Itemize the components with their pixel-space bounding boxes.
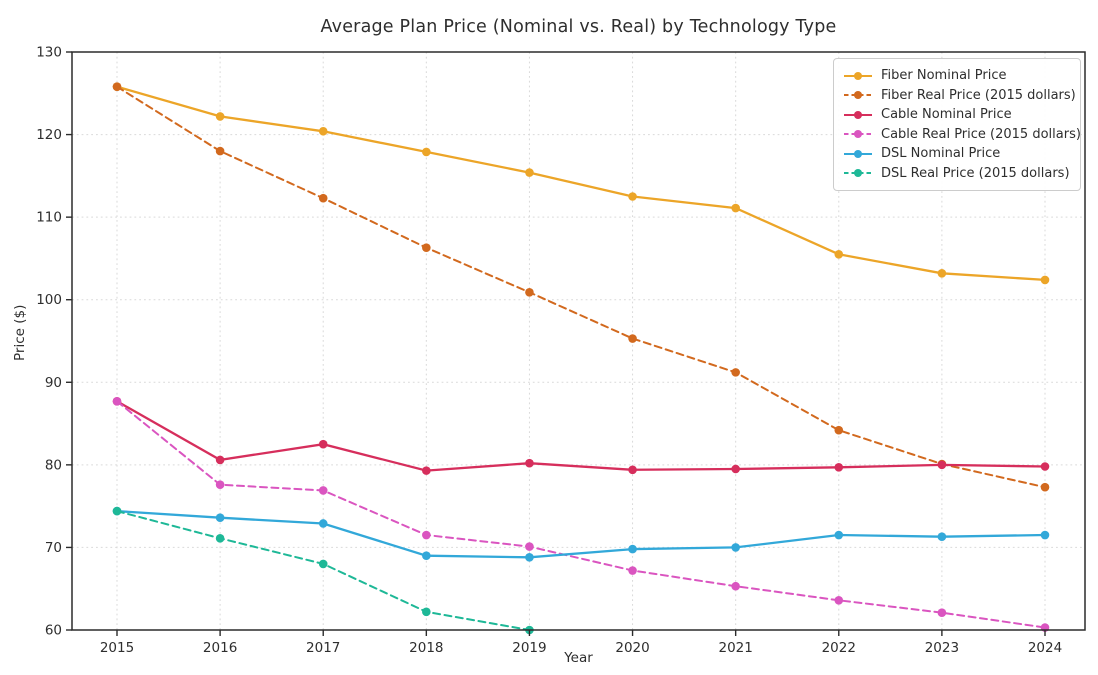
- data-point-dsl-nominal: [834, 530, 844, 540]
- legend-item-cable-nominal: Cable Nominal Price: [843, 105, 1070, 125]
- data-point-cable-nominal: [834, 463, 844, 472]
- data-point-fiber-nominal: [628, 192, 637, 201]
- data-point-cable-real: [112, 396, 122, 406]
- x-tick-label: 2017: [306, 640, 340, 656]
- data-point-dsl-nominal: [937, 532, 947, 541]
- x-tick-label: 2016: [203, 640, 237, 656]
- x-tick-label: 2022: [822, 640, 856, 656]
- legend-item-fiber-real: Fiber Real Price (2015 dollars): [843, 86, 1076, 106]
- x-tick-label: 2018: [409, 640, 443, 656]
- data-point-cable-real: [937, 608, 947, 617]
- x-tick-label: 2015: [100, 640, 134, 656]
- y-tick-label: 60: [45, 623, 62, 639]
- data-point-fiber-nominal: [215, 112, 225, 121]
- data-point-dsl-real: [112, 506, 122, 516]
- x-tick-label: 2024: [1028, 640, 1062, 656]
- legend-label: Cable Nominal Price: [881, 107, 1012, 123]
- data-point-fiber-real: [525, 287, 534, 297]
- data-point-cable-real: [422, 530, 431, 540]
- legend-item-fiber-nominal: Fiber Nominal Price: [843, 66, 1070, 86]
- x-tick-label: 2023: [925, 640, 959, 656]
- chart-legend: Fiber Nominal Price Fiber Real Price (20…: [833, 58, 1081, 191]
- data-point-fiber-nominal: [731, 203, 740, 213]
- legend-label: DSL Real Price (2015 dollars): [881, 165, 1070, 181]
- data-point-cable-nominal: [422, 466, 431, 475]
- data-point-dsl-real: [215, 534, 225, 543]
- data-point-fiber-nominal: [937, 268, 947, 278]
- y-tick-label: 90: [45, 375, 62, 391]
- data-point-cable-nominal: [731, 464, 740, 474]
- data-point-cable-nominal: [1040, 462, 1050, 471]
- legend-item-dsl-real: DSL Real Price (2015 dollars): [843, 164, 1070, 184]
- data-point-fiber-real: [834, 425, 844, 435]
- y-tick-label: 70: [45, 540, 62, 556]
- y-axis-label: Price ($): [12, 304, 28, 361]
- data-point-fiber-real: [731, 368, 740, 377]
- plot-border: [71, 51, 1086, 631]
- data-point-dsl-real: [422, 607, 431, 617]
- data-point-dsl-nominal: [731, 543, 740, 552]
- data-point-fiber-nominal: [834, 250, 844, 259]
- series-line-fiber-nominal: [115, 85, 1047, 282]
- data-point-cable-nominal: [628, 465, 637, 475]
- data-point-fiber-real: [215, 146, 225, 156]
- data-point-fiber-real: [628, 334, 637, 343]
- legend-label: DSL Nominal Price: [881, 146, 1001, 162]
- data-point-cable-real: [525, 542, 534, 551]
- y-tick-label: 110: [36, 210, 62, 226]
- x-tick-label: 2020: [615, 640, 649, 656]
- data-point-cable-real: [834, 595, 844, 605]
- data-point-fiber-real: [422, 243, 431, 252]
- data-point-fiber-real: [318, 193, 328, 203]
- series-line-fiber-real: [116, 85, 1046, 489]
- series-line-dsl-nominal: [115, 509, 1047, 559]
- data-point-dsl-nominal: [422, 551, 431, 560]
- data-point-cable-nominal: [215, 455, 225, 465]
- legend-label: Fiber Nominal Price: [881, 68, 1007, 84]
- data-point-fiber-nominal: [1040, 275, 1050, 285]
- data-point-cable-real: [215, 480, 225, 489]
- data-point-cable-real: [731, 581, 740, 591]
- series-line-cable-nominal: [115, 400, 1047, 472]
- x-tick-label: 2021: [718, 640, 752, 656]
- x-tick-label: 2019: [512, 640, 546, 656]
- y-tick-label: 120: [36, 127, 62, 143]
- data-point-fiber-real: [112, 82, 122, 91]
- data-point-cable-nominal: [525, 458, 534, 468]
- data-point-cable-real: [628, 566, 637, 575]
- legend-item-dsl-nominal: DSL Nominal Price: [843, 144, 1070, 164]
- data-point-dsl-nominal: [318, 519, 328, 528]
- y-tick-label: 130: [36, 45, 62, 61]
- legend-label: Cable Real Price (2015 dollars): [881, 126, 1081, 142]
- data-point-fiber-nominal: [525, 168, 534, 177]
- legend-item-cable-real: Cable Real Price (2015 dollars): [843, 125, 1081, 145]
- data-point-cable-nominal: [318, 439, 328, 449]
- line-marker-icon: [844, 110, 872, 119]
- series-line-cable-real: [116, 400, 1046, 629]
- line-marker-icon: [844, 149, 872, 158]
- data-point-cable-real: [318, 486, 328, 495]
- data-point-fiber-nominal: [422, 147, 431, 157]
- y-tick-label: 80: [45, 457, 62, 473]
- dashed-line-marker-icon: [844, 169, 872, 178]
- data-point-cable-nominal: [937, 460, 947, 470]
- data-point-dsl-real: [318, 559, 328, 569]
- legend-label: Fiber Real Price (2015 dollars): [881, 87, 1076, 103]
- dashed-line-marker-icon: [844, 91, 872, 100]
- chart-title: Average Plan Price (Nominal vs. Real) by…: [320, 17, 837, 37]
- data-point-fiber-real: [1040, 482, 1050, 492]
- line-marker-icon: [844, 71, 872, 80]
- data-point-dsl-nominal: [215, 513, 225, 523]
- dashed-line-marker-icon: [844, 130, 872, 139]
- y-tick-label: 100: [36, 292, 62, 308]
- data-point-dsl-nominal: [1040, 530, 1050, 540]
- x-axis-label: Year: [564, 650, 593, 666]
- data-point-dsl-nominal: [628, 544, 637, 554]
- data-point-fiber-nominal: [318, 126, 328, 136]
- data-point-dsl-nominal: [525, 553, 534, 562]
